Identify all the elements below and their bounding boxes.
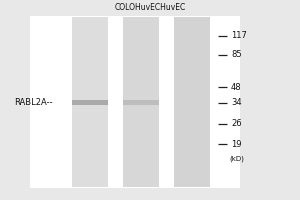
Text: RABL2A--: RABL2A-- [14, 98, 52, 107]
Text: (kD): (kD) [230, 156, 244, 162]
Bar [174, 17, 210, 187]
Text: 26: 26 [231, 119, 242, 128]
Text: 85: 85 [231, 50, 242, 59]
Text: 117: 117 [231, 31, 247, 40]
Text: 34: 34 [231, 98, 242, 107]
Bar [30, 16, 240, 188]
Text: 19: 19 [231, 140, 242, 149]
Text: 48: 48 [231, 83, 242, 92]
Bar [72, 17, 108, 187]
Text: COLOHuvECHuvEC: COLOHuvECHuvEC [114, 2, 186, 11]
Bar [123, 17, 159, 187]
Bar [123, 100, 159, 105]
Bar [72, 100, 108, 105]
